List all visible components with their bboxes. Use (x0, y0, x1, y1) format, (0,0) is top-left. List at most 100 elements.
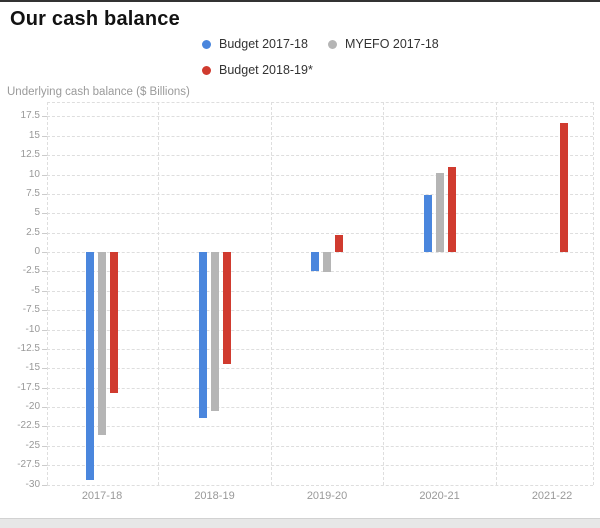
y-axis-tick-icon (42, 484, 47, 486)
y-tick-label: -2.5 (22, 265, 40, 277)
y-tick-label: 15 (28, 129, 40, 141)
y-tick-label: -7.5 (22, 304, 40, 316)
y-axis-tick-icon (42, 290, 47, 292)
y-axis-tick-icon (42, 387, 47, 389)
v-gridline (383, 102, 385, 485)
bar-myefo-2017-18-2019-20[interactable] (323, 252, 331, 273)
y-tick-label: -15 (25, 362, 40, 374)
y-axis-tick-icon (42, 116, 47, 118)
y-tick-label: -30 (25, 478, 40, 490)
legend-label: Budget 2017-18 (219, 37, 308, 51)
chart-legend: Budget 2017-18 MYEFO 2017-18 Budget 2018… (202, 36, 458, 78)
h-gridline (47, 387, 593, 389)
legend-marker-blue-icon (202, 39, 211, 49)
h-gridline (47, 348, 593, 350)
y-axis-tick-icon (42, 426, 47, 428)
x-tick-label: 2021-22 (531, 489, 573, 502)
legend-marker-red-icon (202, 65, 211, 75)
v-gridline (495, 102, 497, 485)
y-tick-label: -25 (25, 439, 40, 451)
bar-myefo-2017-18-2017-18[interactable] (98, 252, 106, 435)
v-gridline (270, 102, 272, 485)
y-axis-tick-icon (42, 445, 47, 447)
h-gridline (47, 426, 593, 428)
y-axis-tick-icon (42, 310, 47, 312)
h-gridline (47, 445, 593, 447)
bar-budget-2018-19--2021-22[interactable] (560, 123, 568, 252)
y-axis-tick-icon (42, 348, 47, 350)
y-tick-label: -27.5 (17, 459, 40, 471)
bar-budget-2017-18-2020-21[interactable] (423, 194, 432, 252)
y-axis-tick-icon (42, 329, 47, 331)
v-gridline (47, 102, 48, 485)
y-tick-label: 7.5 (26, 187, 40, 199)
bar-budget-2017-18-2017-18[interactable] (86, 252, 94, 480)
y-axis-tick-icon (42, 135, 47, 137)
h-gridline (47, 155, 593, 157)
y-tick-label: -12.5 (17, 342, 40, 354)
legend-item-myefo-2017-18[interactable]: MYEFO 2017-18 (327, 36, 439, 52)
v-gridline (158, 102, 160, 485)
h-gridline (47, 116, 593, 118)
y-tick-label: -22.5 (17, 420, 40, 432)
y-axis-tick-icon (42, 465, 47, 467)
y-axis-tick-icon (42, 174, 47, 176)
bar-budget-2018-19--2020-21[interactable] (447, 166, 456, 252)
x-tick-label: 2018-19 (194, 489, 235, 502)
bar-budget-2017-18-2018-19[interactable] (198, 252, 207, 418)
page-top-border (0, 0, 600, 2)
x-tick-label: 2020-21 (419, 489, 460, 502)
bar-budget-2018-19--2019-20[interactable] (335, 234, 343, 252)
y-axis-tick-icon (42, 155, 47, 157)
h-gridline (47, 135, 593, 137)
y-tick-label: 10 (28, 168, 40, 180)
y-axis-tick-icon (42, 407, 47, 408)
legend-item-budget-2018-19[interactable]: Budget 2018-19* (202, 62, 313, 78)
h-gridline (47, 193, 593, 195)
h-gridline (47, 329, 593, 331)
legend-item-budget-2017-18[interactable]: Budget 2017-18 (202, 36, 308, 52)
bar-budget-2018-19--2018-19[interactable] (222, 252, 231, 365)
y-tick-label: 5 (34, 207, 40, 219)
y-axis-title: Underlying cash balance ($ Billions) (7, 86, 190, 98)
h-gridline (47, 310, 593, 312)
legend-label: MYEFO 2017-18 (344, 37, 439, 51)
y-tick-label: 12.5 (20, 149, 40, 161)
y-tick-label: 2.5 (26, 226, 40, 238)
y-axis-tick-icon (42, 368, 47, 370)
y-tick-label: 17.5 (20, 110, 40, 122)
x-tick-label: 2017-18 (81, 489, 123, 502)
bar-budget-2018-19--2017-18[interactable] (110, 252, 118, 394)
h-gridline (47, 290, 593, 292)
y-tick-label: -5 (31, 284, 40, 296)
h-gridline (47, 407, 593, 408)
chart-title: Our cash balance (10, 8, 180, 30)
y-axis-tick-icon (42, 232, 47, 234)
y-axis-tick-icon (42, 252, 47, 253)
bar-myefo-2017-18-2018-19[interactable] (210, 252, 219, 411)
bottom-strip (0, 518, 600, 528)
y-tick-label: -10 (25, 323, 40, 335)
h-gridline (47, 271, 593, 273)
h-gridline (47, 232, 593, 234)
y-axis-tick-icon (42, 271, 47, 273)
h-gridline (47, 213, 593, 215)
y-axis-tick-icon (42, 193, 47, 195)
plot-top-border (47, 102, 593, 103)
x-tick-label: 2019-20 (306, 489, 348, 502)
h-gridline (47, 252, 593, 253)
bar-myefo-2017-18-2020-21[interactable] (435, 172, 444, 252)
y-tick-label: -17.5 (17, 381, 40, 393)
h-gridline (47, 368, 593, 370)
y-tick-label: -20 (25, 401, 40, 412)
legend-label: Budget 2018-19* (219, 63, 313, 77)
y-axis-tick-icon (42, 213, 47, 215)
h-gridline (47, 465, 593, 467)
y-tick-label: 0 (34, 246, 40, 257)
bar-budget-2017-18-2019-20[interactable] (311, 252, 319, 272)
v-gridline (593, 102, 594, 485)
h-gridline (47, 484, 593, 486)
h-gridline (47, 174, 593, 176)
legend-marker-gray-icon (327, 39, 337, 49)
